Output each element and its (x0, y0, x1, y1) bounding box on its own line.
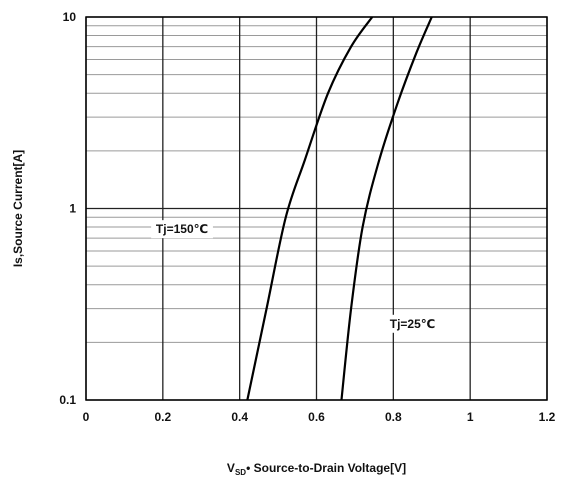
annotation-label-2: Tj=25℃ (390, 317, 436, 331)
annotations-group: Tj=150℃ Tj=25℃ (151, 220, 440, 333)
x-axis-title-bullet: • (246, 461, 254, 475)
y-tick-label: 0.1 (59, 393, 76, 407)
x-tick-label: 1.2 (539, 410, 556, 424)
y-tick-labels: 0.1 1 10 (59, 10, 76, 407)
grid (85, 16, 548, 401)
x-tick-label: 0.8 (385, 410, 402, 424)
series-line-1 (246, 16, 374, 401)
y-tick-label: 1 (69, 202, 76, 216)
annotation-background (151, 220, 213, 239)
plot-frame (85, 16, 548, 401)
y-axis-title: Is,Source Current[A] (11, 150, 25, 267)
y-tick-label: 10 (63, 10, 77, 24)
x-tick-label: 0.2 (154, 410, 171, 424)
x-axis-title: VSD• Source-to-Drain Voltage[V] (227, 461, 406, 477)
x-axis-title-text: Source-to-Drain Voltage[V] (254, 461, 406, 475)
x-tick-label: 1 (467, 410, 474, 424)
x-tick-label: 0.4 (231, 410, 248, 424)
series-line-2 (340, 16, 433, 401)
annotation-label-1: Tj=150℃ (156, 222, 208, 236)
x-axis-title-subscript: SD (235, 468, 246, 477)
x-axis-title-v: V (227, 461, 235, 475)
x-tick-label: 0 (83, 410, 90, 424)
x-tick-label: 0.6 (308, 410, 325, 424)
series-group (246, 16, 433, 401)
annotation-background (385, 314, 440, 333)
x-tick-labels: 0 0.2 0.4 0.6 0.8 1 1.2 (83, 410, 556, 424)
